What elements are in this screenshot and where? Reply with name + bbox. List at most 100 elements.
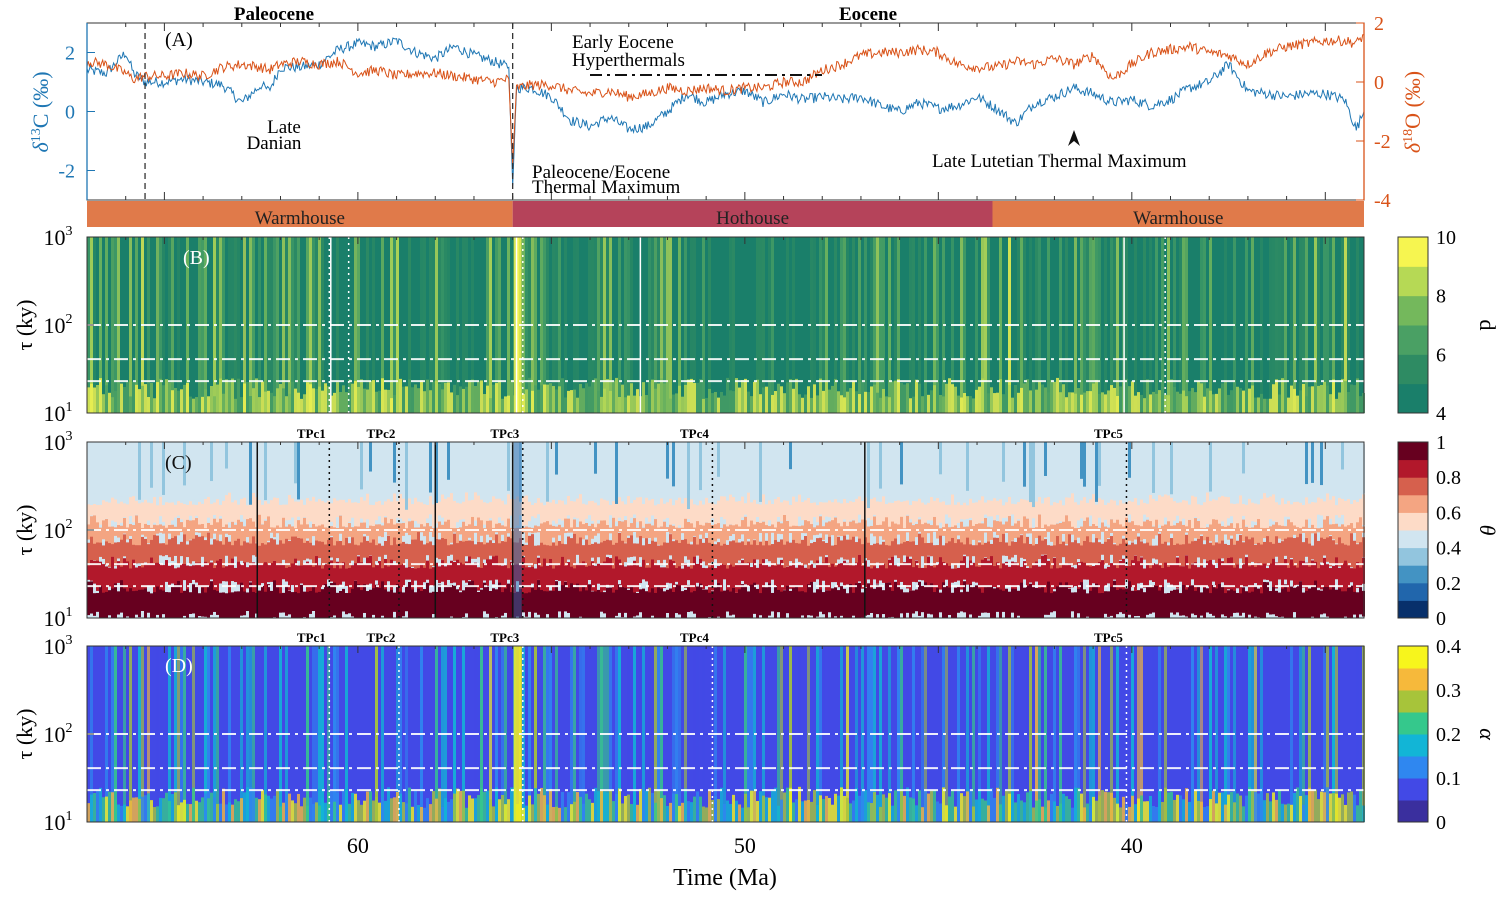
- heatmap-cell: [636, 543, 639, 566]
- heatmap-cell: [1290, 804, 1293, 822]
- heatmap-cell: [588, 584, 591, 618]
- heatmap-cell: [786, 499, 789, 521]
- heatmap-cell: [717, 580, 720, 617]
- heatmap-cell: [363, 388, 366, 413]
- heatmap-cell: [243, 583, 246, 616]
- heatmap-cell: [975, 237, 978, 413]
- heatmap-cell: [282, 442, 285, 495]
- heatmap-cell: [1272, 442, 1275, 495]
- heatmap-cell: [264, 554, 267, 592]
- y-left-tick-label: -2: [58, 161, 75, 183]
- heatmap-cell: [408, 379, 411, 413]
- heatmap-cell: [999, 554, 1002, 590]
- y-axis-label: τ (ky): [12, 300, 37, 351]
- heatmap-cell: [702, 567, 705, 590]
- heatmap-cell: [1146, 379, 1149, 413]
- heatmap-cell: [210, 521, 213, 539]
- heatmap-cell: [606, 445, 609, 493]
- heatmap-cell: [1287, 495, 1290, 517]
- heatmap-cell: [948, 646, 951, 822]
- heatmap-cell: [525, 492, 528, 526]
- heatmap-cell: [258, 397, 261, 413]
- heatmap-cell: [261, 381, 264, 413]
- heatmap-cell: [1191, 533, 1194, 564]
- heatmap-cell: [999, 804, 1002, 822]
- colorbar-tick-label: 0.4: [1436, 636, 1461, 658]
- heatmap-cell: [90, 443, 93, 503]
- heatmap-cell: [1215, 542, 1218, 564]
- heatmap-cell: [1092, 383, 1095, 413]
- heatmap-cell: [87, 581, 90, 616]
- heatmap-cell: [579, 796, 582, 822]
- heatmap-cell: [810, 442, 813, 500]
- heatmap-cell: [489, 442, 492, 500]
- heatmap-cell: [303, 493, 306, 518]
- heatmap-cell: [435, 380, 438, 413]
- heatmap-cell: [363, 442, 366, 494]
- heatmap-cell: [1257, 397, 1260, 413]
- heatmap-cell: [1029, 791, 1032, 822]
- heatmap-cell: [1287, 803, 1290, 822]
- heatmap-cell: [189, 442, 192, 502]
- heatmap-cell: [696, 519, 699, 545]
- heatmap-cell: [462, 558, 465, 581]
- heatmap-cell: [1164, 394, 1167, 413]
- heatmap-cell: [1170, 379, 1173, 413]
- heatmap-cell: [819, 795, 822, 822]
- heatmap-cell: [195, 500, 198, 516]
- heatmap-cell: [1107, 527, 1110, 538]
- heatmap-cell: [1134, 517, 1137, 540]
- heatmap-cell: [789, 442, 792, 505]
- heatmap-cell: [891, 646, 894, 822]
- heatmap-cell: [657, 526, 660, 545]
- heatmap-cell: [546, 537, 549, 566]
- heatmap-cell: [684, 562, 687, 588]
- heatmap-cell: [1164, 524, 1167, 542]
- heatmap-cell: [372, 646, 375, 822]
- heatmap-cell: [966, 396, 969, 413]
- heatmap-cell: [1281, 447, 1284, 493]
- heatmap-cell: [270, 798, 273, 822]
- heatmap-cell: [333, 442, 336, 499]
- heatmap-cell: [456, 556, 459, 586]
- heatmap-cell: [252, 587, 255, 618]
- heatmap-cell: [588, 799, 591, 822]
- heatmap-cell: [843, 397, 846, 413]
- heatmap-cell: [231, 535, 234, 559]
- heatmap-cell: [1041, 384, 1044, 413]
- heatmap-cell: [1125, 565, 1128, 580]
- heatmap-cell: [1107, 448, 1110, 503]
- heatmap-cell: [867, 442, 870, 509]
- heatmap-cell: [1017, 442, 1020, 493]
- heatmap-cell: [660, 444, 663, 493]
- heatmap-cell: [258, 799, 261, 822]
- heatmap-cell: [1263, 442, 1266, 492]
- heatmap-cell: [1110, 792, 1113, 822]
- heatmap-cell: [1308, 442, 1311, 493]
- heatmap-cell: [453, 442, 456, 501]
- heatmap-cell: [693, 442, 696, 505]
- heatmap-cell: [1032, 807, 1035, 822]
- heatmap-cell: [345, 646, 348, 822]
- heatmap-cell: [1194, 496, 1197, 517]
- heatmap-cell: [1203, 584, 1206, 618]
- heatmap-cell: [1269, 532, 1272, 564]
- heatmap-cell: [903, 795, 906, 822]
- heatmap-cell: [828, 495, 831, 518]
- heatmap-cell: [135, 585, 138, 615]
- heatmap-cell: [384, 517, 387, 532]
- heatmap-cell: [1281, 559, 1284, 589]
- heatmap-cell: [174, 504, 177, 518]
- series-line-d13c: [87, 37, 1364, 186]
- heatmap-cell: [123, 387, 126, 413]
- heatmap-cell: [1257, 560, 1260, 586]
- heatmap-cell: [1149, 795, 1152, 822]
- heatmap-cell: [888, 559, 891, 583]
- heatmap-cell: [1239, 590, 1242, 616]
- heatmap-cell: [792, 442, 795, 497]
- heatmap-cell: [1002, 533, 1005, 556]
- heatmap-cell: [324, 498, 327, 528]
- heatmap-cell: [1182, 524, 1185, 545]
- heatmap-cell: [1332, 493, 1335, 525]
- heatmap-cell: [543, 795, 546, 822]
